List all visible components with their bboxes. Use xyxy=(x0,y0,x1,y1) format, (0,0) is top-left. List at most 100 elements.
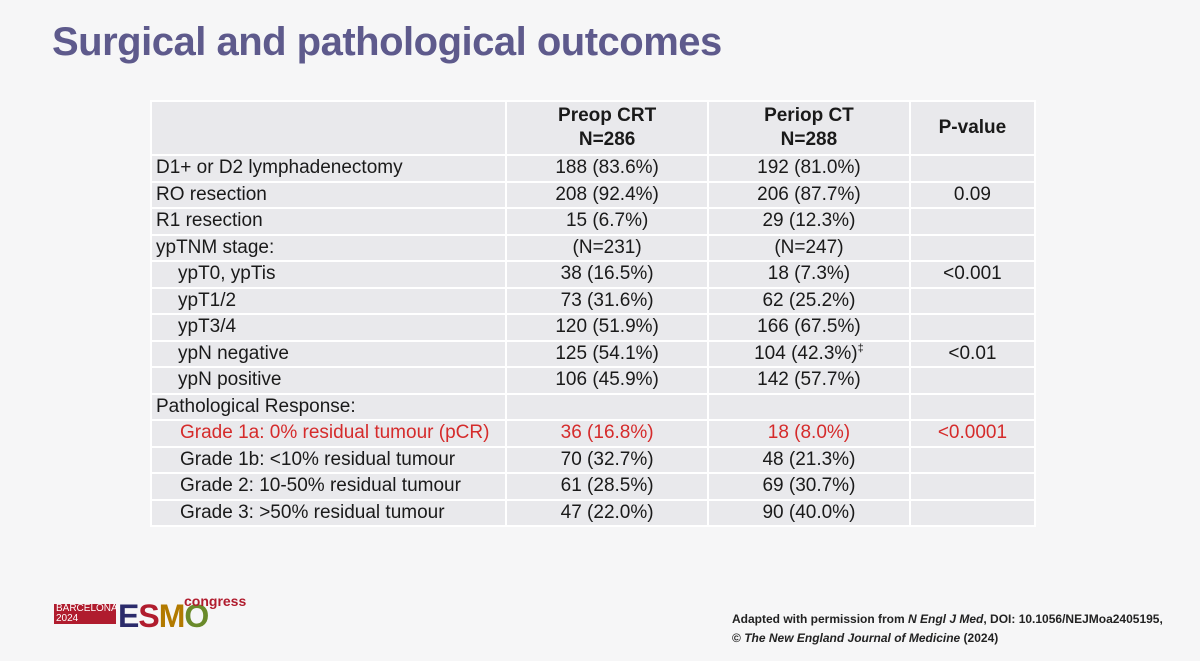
cell-periop-ct: 62 (25.2%) xyxy=(709,288,909,313)
cell-preop-crt: 70 (32.7%) xyxy=(507,447,708,472)
logo-brand: ESMO xyxy=(118,598,209,634)
citation-line-2: © The New England Journal of Medicine (2… xyxy=(732,629,1182,648)
cell-periop-ct: 206 (87.7%) xyxy=(709,182,909,207)
citation-journal-abbrev: N Engl J Med xyxy=(908,612,984,626)
outcomes-table: Preop CRT N=286 Periop CT N=288 P-value … xyxy=(150,100,1036,527)
row-label: R1 resection xyxy=(152,209,506,234)
cell-preop-crt: 120 (51.9%) xyxy=(507,315,708,340)
table-header-row: Preop CRT N=286 Periop CT N=288 P-value xyxy=(152,102,1034,154)
citation-journal-full: The New England Journal of Medicine xyxy=(744,631,961,645)
cell-periop-ct-value: 48 (21.3%) xyxy=(762,448,856,470)
cell-p-value xyxy=(910,394,1034,419)
esmo-congress-logo: BARCELONA 2024 ESMO congress xyxy=(54,594,254,634)
footnote-marker: ‡ xyxy=(857,342,864,355)
header-periop-ct-name: Periop CT xyxy=(764,105,854,126)
header-periop-ct-n: N=288 xyxy=(780,129,838,150)
cell-periop-ct-value: (N=247) xyxy=(774,236,844,258)
cell-periop-ct-value: 90 (40.0%) xyxy=(762,501,856,523)
cell-periop-ct: 104 (42.3%)‡ xyxy=(709,341,909,366)
slide-title: Surgical and pathological outcomes xyxy=(52,20,722,64)
table-row: ypT3/4 120 (51.9%) 166 (67.5%) xyxy=(152,315,1034,340)
cell-p-value xyxy=(910,209,1034,234)
row-label: Pathological Response: xyxy=(152,394,506,419)
cell-periop-ct: 18 (8.0%) xyxy=(709,421,909,446)
cell-preop-crt: 188 (83.6%) xyxy=(507,156,708,181)
row-label: D1+ or D2 lymphadenectomy xyxy=(152,156,506,181)
citation-year: (2024) xyxy=(960,631,999,645)
cell-periop-ct-value: 69 (30.7%) xyxy=(762,475,856,497)
cell-periop-ct: 48 (21.3%) xyxy=(709,447,909,472)
table-row: ypN positive 106 (45.9%) 142 (57.7%) xyxy=(152,368,1034,393)
cell-p-value: <0.01 xyxy=(910,341,1034,366)
header-empty xyxy=(152,102,506,154)
cell-preop-crt: (N=231) xyxy=(507,235,708,260)
cell-periop-ct-value: 18 (7.3%) xyxy=(767,263,851,285)
cell-preop-crt: 208 (92.4%) xyxy=(507,182,708,207)
row-label: ypT3/4 xyxy=(152,315,506,340)
header-periop-ct: Periop CT N=288 xyxy=(709,102,909,154)
table-row: Pathological Response: xyxy=(152,394,1034,419)
cell-preop-crt: 47 (22.0%) xyxy=(507,500,708,525)
row-label: ypT0, ypTis xyxy=(152,262,506,287)
cell-periop-ct-value: 104 (42.3%) xyxy=(754,342,858,364)
cell-periop-ct: 69 (30.7%) xyxy=(709,474,909,499)
header-preop-crt-n: N=286 xyxy=(578,129,636,150)
cell-preop-crt: 125 (54.1%) xyxy=(507,341,708,366)
cell-p-value: 0.09 xyxy=(910,182,1034,207)
logo-congress: congress xyxy=(184,593,247,609)
logo-letter: O xyxy=(184,598,209,634)
citation-line-1: Adapted with permission from N Engl J Me… xyxy=(732,610,1182,629)
cell-preop-crt: 38 (16.5%) xyxy=(507,262,708,287)
header-preop-crt: Preop CRT N=286 xyxy=(507,102,708,154)
logo-year: 2024 xyxy=(56,613,79,624)
logo-letter: S xyxy=(138,598,159,634)
cell-p-value xyxy=(910,235,1034,260)
table-row: Grade 1b: <10% residual tumour 70 (32.7%)… xyxy=(152,447,1034,472)
citation-copyright: © xyxy=(732,631,745,645)
header-p-value: P-value xyxy=(910,102,1034,154)
table-row: ypN negative 125 (54.1%) 104 (42.3%)‡ <0.01 xyxy=(152,341,1034,366)
row-label: ypTNM stage: xyxy=(152,235,506,260)
cell-p-value xyxy=(910,474,1034,499)
table-row: ypTNM stage: (N=231) (N=247) xyxy=(152,235,1034,260)
cell-p-value xyxy=(910,315,1034,340)
cell-p-value: <0.001 xyxy=(910,262,1034,287)
row-label: Grade 2: 10-50% residual tumour xyxy=(152,474,506,499)
cell-periop-ct: (N=247) xyxy=(709,235,909,260)
cell-periop-ct: 166 (67.5%) xyxy=(709,315,909,340)
logo-city-badge: BARCELONA 2024 xyxy=(54,603,118,624)
cell-periop-ct: 192 (81.0%) xyxy=(709,156,909,181)
cell-preop-crt: 106 (45.9%) xyxy=(507,368,708,393)
table-row: Grade 2: 10-50% residual tumour 61 (28.5%… xyxy=(152,474,1034,499)
row-label: ypN negative xyxy=(152,341,506,366)
row-label: ypT1/2 xyxy=(152,288,506,313)
cell-periop-ct-value: 29 (12.3%) xyxy=(762,210,856,232)
citation-prefix: Adapted with permission from xyxy=(732,612,909,626)
cell-periop-ct-value: 62 (25.2%) xyxy=(762,289,856,311)
logo-letter: M xyxy=(158,598,186,634)
logo-letter: E xyxy=(118,598,139,634)
cell-p-value xyxy=(910,447,1034,472)
table-row: ypT1/2 73 (31.6%) 62 (25.2%) xyxy=(152,288,1034,313)
cell-p-value xyxy=(910,500,1034,525)
cell-periop-ct: 18 (7.3%) xyxy=(709,262,909,287)
cell-p-value xyxy=(910,156,1034,181)
cell-periop-ct xyxy=(709,394,909,419)
header-preop-crt-name: Preop CRT xyxy=(558,105,657,126)
row-label: ypN positive xyxy=(152,368,506,393)
cell-preop-crt xyxy=(507,394,708,419)
cell-periop-ct-value: 142 (57.7%) xyxy=(757,369,861,391)
table-row: ypT0, ypTis 38 (16.5%) 18 (7.3%) <0.001 xyxy=(152,262,1034,287)
cell-preop-crt: 61 (28.5%) xyxy=(507,474,708,499)
table-row: RO resection 208 (92.4%) 206 (87.7%) 0.09 xyxy=(152,182,1034,207)
row-label: Grade 1b: <10% residual tumour xyxy=(152,447,506,472)
cell-p-value: <0.0001 xyxy=(910,421,1034,446)
cell-periop-ct-value: 18 (8.0%) xyxy=(767,422,851,444)
cell-periop-ct-value: 206 (87.7%) xyxy=(757,183,861,205)
cell-p-value xyxy=(910,368,1034,393)
row-label: Grade 1a: 0% residual tumour (pCR) xyxy=(152,421,506,446)
logo-city: BARCELONA xyxy=(56,603,118,614)
cell-periop-ct: 90 (40.0%) xyxy=(709,500,909,525)
cell-preop-crt: 36 (16.8%) xyxy=(507,421,708,446)
table-row: D1+ or D2 lymphadenectomy 188 (83.6%) 192 … xyxy=(152,156,1034,181)
